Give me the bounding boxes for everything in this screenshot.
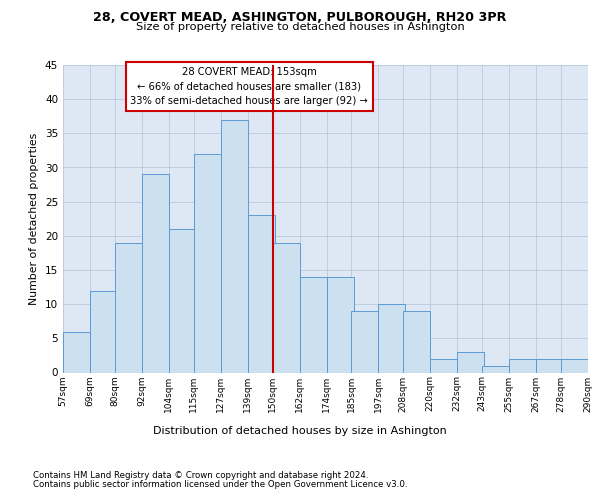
Bar <box>248 216 275 372</box>
Text: Size of property relative to detached houses in Ashington: Size of property relative to detached ho… <box>136 22 464 32</box>
Bar <box>457 352 484 372</box>
Bar <box>536 359 563 372</box>
Bar <box>326 277 353 372</box>
Bar <box>509 359 536 372</box>
Bar <box>115 242 142 372</box>
Bar <box>403 311 430 372</box>
Bar <box>379 304 406 372</box>
Text: 28, COVERT MEAD, ASHINGTON, PULBOROUGH, RH20 3PR: 28, COVERT MEAD, ASHINGTON, PULBOROUGH, … <box>94 11 506 24</box>
Bar <box>63 332 90 372</box>
Bar <box>142 174 169 372</box>
Text: Contains public sector information licensed under the Open Government Licence v3: Contains public sector information licen… <box>33 480 407 489</box>
Bar <box>194 154 221 372</box>
Bar <box>482 366 509 372</box>
Bar <box>272 242 299 372</box>
Bar <box>90 290 117 372</box>
Text: 28 COVERT MEAD: 153sqm
← 66% of detached houses are smaller (183)
33% of semi-de: 28 COVERT MEAD: 153sqm ← 66% of detached… <box>131 66 368 106</box>
Y-axis label: Number of detached properties: Number of detached properties <box>29 132 40 305</box>
Bar <box>299 277 326 372</box>
Text: Distribution of detached houses by size in Ashington: Distribution of detached houses by size … <box>153 426 447 436</box>
Bar <box>430 359 457 372</box>
Bar <box>352 311 379 372</box>
Bar <box>169 229 196 372</box>
Bar <box>221 120 248 372</box>
Bar <box>561 359 588 372</box>
Text: Contains HM Land Registry data © Crown copyright and database right 2024.: Contains HM Land Registry data © Crown c… <box>33 471 368 480</box>
